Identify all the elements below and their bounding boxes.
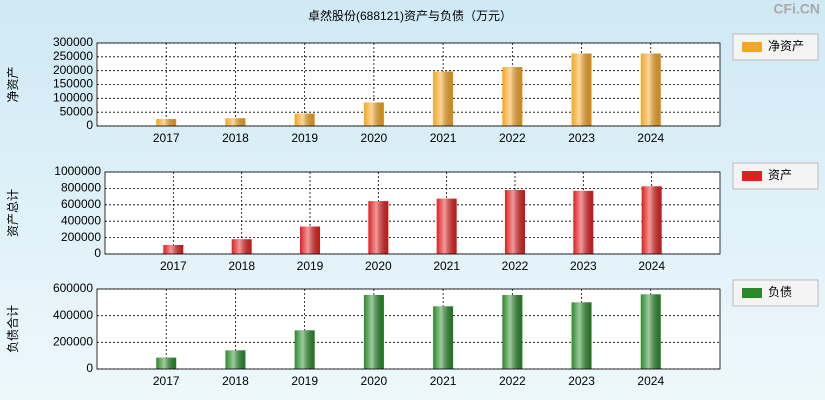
x-tick-label: 2017 bbox=[153, 374, 180, 388]
x-tick-label: 2023 bbox=[570, 259, 597, 273]
x-tick-label: 2021 bbox=[430, 374, 457, 388]
y-tick-label: 600000 bbox=[61, 197, 101, 211]
x-tick-label: 2017 bbox=[160, 259, 187, 273]
y-axis-label: 净资产 bbox=[6, 66, 20, 102]
bar-shine bbox=[571, 53, 592, 126]
plot-border bbox=[104, 171, 721, 255]
plot-area bbox=[97, 289, 720, 369]
bar-shine bbox=[363, 295, 384, 369]
legend-label: 资产 bbox=[768, 168, 792, 182]
x-tick-label: 2023 bbox=[568, 374, 595, 388]
x-tick-label: 2020 bbox=[361, 131, 388, 145]
x-tick-label: 2021 bbox=[430, 131, 457, 145]
y-tick-label: 150000 bbox=[53, 77, 93, 91]
y-tick-label: 600000 bbox=[53, 281, 93, 295]
bar-shine bbox=[294, 113, 315, 126]
y-tick-label: 300000 bbox=[53, 35, 93, 49]
bar-shine bbox=[368, 201, 389, 254]
bar-shine bbox=[433, 306, 454, 369]
bar-shine bbox=[225, 118, 246, 126]
y-tick-label: 0 bbox=[86, 361, 93, 375]
plot-border bbox=[96, 42, 721, 127]
bar-shine bbox=[300, 226, 320, 254]
bar-shine bbox=[640, 53, 661, 126]
bar-shine bbox=[363, 102, 384, 126]
y-tick-label: 1000000 bbox=[54, 164, 101, 178]
x-tick-label: 2022 bbox=[499, 131, 526, 145]
bar-shine bbox=[294, 330, 315, 369]
legend-swatch bbox=[742, 171, 762, 181]
x-tick-label: 2020 bbox=[361, 374, 388, 388]
y-tick-label: 0 bbox=[86, 118, 93, 132]
legend-label: 净资产 bbox=[768, 39, 804, 53]
y-tick-label: 200000 bbox=[53, 63, 93, 77]
x-tick-label: 2018 bbox=[222, 131, 249, 145]
bar-shine bbox=[502, 67, 523, 126]
bar-shine bbox=[433, 71, 454, 126]
x-tick-label: 2022 bbox=[499, 374, 526, 388]
y-tick-label: 250000 bbox=[53, 49, 93, 63]
y-tick-label: 400000 bbox=[61, 213, 101, 227]
x-tick-label: 2024 bbox=[637, 374, 664, 388]
bar-shine bbox=[156, 119, 177, 126]
plot-area bbox=[97, 43, 720, 126]
legend-swatch bbox=[742, 288, 762, 298]
bar-shine bbox=[502, 295, 523, 369]
x-tick-label: 2019 bbox=[291, 374, 318, 388]
x-tick-label: 2023 bbox=[568, 131, 595, 145]
plot-border bbox=[96, 288, 721, 370]
y-tick-label: 100000 bbox=[53, 91, 93, 105]
y-tick-label: 50000 bbox=[60, 104, 94, 118]
bar-shine bbox=[640, 294, 661, 369]
plot-area bbox=[105, 172, 720, 254]
y-tick-label: 200000 bbox=[53, 335, 93, 349]
x-tick-label: 2024 bbox=[637, 131, 664, 145]
watermark: CFi.CN bbox=[773, 1, 820, 17]
bar-shine bbox=[641, 186, 662, 254]
bar-shine bbox=[225, 350, 246, 369]
x-tick-label: 2018 bbox=[222, 374, 249, 388]
x-tick-label: 2017 bbox=[153, 131, 180, 145]
bar-shine bbox=[505, 190, 525, 254]
x-tick-label: 2024 bbox=[638, 259, 665, 273]
y-tick-label: 0 bbox=[94, 246, 101, 260]
bar-shine bbox=[573, 190, 594, 254]
bar-shine bbox=[163, 244, 184, 254]
x-tick-label: 2020 bbox=[365, 259, 392, 273]
legend-swatch bbox=[742, 42, 762, 52]
y-tick-label: 800000 bbox=[61, 181, 101, 195]
y-axis-label: 负债合计 bbox=[5, 305, 20, 353]
x-tick-label: 2019 bbox=[297, 259, 324, 273]
bar-shine bbox=[156, 357, 177, 369]
x-tick-label: 2022 bbox=[502, 259, 529, 273]
y-tick-label: 200000 bbox=[61, 230, 101, 244]
x-tick-label: 2021 bbox=[433, 259, 460, 273]
bar-shine bbox=[231, 239, 252, 254]
y-tick-label: 400000 bbox=[53, 308, 93, 322]
bar-shine bbox=[571, 302, 592, 369]
legend-label: 负债 bbox=[768, 285, 792, 299]
y-axis-label: 资产总计 bbox=[6, 189, 20, 237]
x-tick-label: 2019 bbox=[291, 131, 318, 145]
chart-title: 卓然股份(688121)资产与负债（万元） bbox=[308, 8, 512, 23]
x-tick-label: 2018 bbox=[228, 259, 255, 273]
bar-shine bbox=[436, 198, 457, 254]
